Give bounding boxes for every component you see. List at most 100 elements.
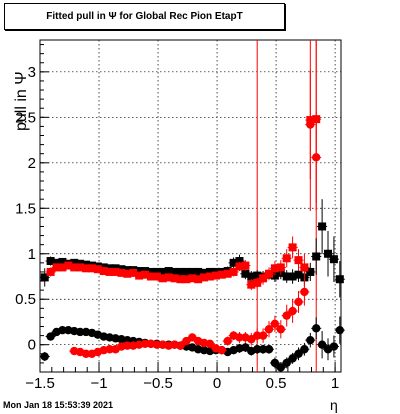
data-point-square xyxy=(40,273,49,282)
data-point-square xyxy=(170,274,179,283)
data-point-square xyxy=(87,264,96,273)
data-point-circle xyxy=(176,341,185,350)
data-point-circle xyxy=(294,297,303,307)
data-point-square xyxy=(205,267,214,276)
data-point-square xyxy=(105,267,114,276)
data-point-square xyxy=(117,268,126,277)
series-1 xyxy=(39,316,345,372)
data-point-square xyxy=(152,267,161,276)
data-point-square xyxy=(329,255,338,264)
data-point-circle xyxy=(81,349,91,359)
data-point-circle xyxy=(252,331,262,340)
y-tick-label: 2.5 xyxy=(15,109,36,126)
y-tick-label: 2 xyxy=(28,155,36,172)
data-point-square xyxy=(164,267,173,276)
data-point-square xyxy=(235,262,244,271)
data-point-circle xyxy=(288,354,297,363)
data-point-circle xyxy=(288,306,297,316)
y-axis-label: pull in Ψ xyxy=(13,71,30,131)
data-point-square xyxy=(194,267,203,276)
data-point-circle xyxy=(335,325,345,335)
data-point-circle xyxy=(140,339,150,349)
data-point-square xyxy=(70,258,79,267)
data-point-square xyxy=(70,263,79,272)
data-marks xyxy=(39,40,345,372)
data-point-square xyxy=(52,258,61,267)
axes: −1.5 −1 −0.5 0 0.5 1 0 0.5 1 1.5 2 2.5 3 xyxy=(15,44,339,392)
data-point-square xyxy=(194,275,203,284)
series-3 xyxy=(69,70,322,359)
data-point-square xyxy=(235,257,244,266)
data-point-square xyxy=(182,267,191,276)
data-point-circle xyxy=(264,345,274,354)
data-point-square xyxy=(164,273,173,282)
chart-title: Fitted pull in Ψ for Global Rec Pion Eta… xyxy=(46,11,243,22)
data-point-circle xyxy=(306,120,315,129)
data-point-square xyxy=(64,261,73,270)
data-point-square xyxy=(129,268,138,277)
x-tick-label: 1 xyxy=(331,375,339,392)
y-tick-label: 1.5 xyxy=(15,200,36,217)
timestamp: Mon Jan 18 15:53:39 2021 xyxy=(3,400,114,410)
data-point-circle xyxy=(300,287,309,297)
data-point-square xyxy=(176,275,185,284)
data-point-circle xyxy=(40,352,49,361)
data-point-circle xyxy=(276,325,285,334)
data-point-circle xyxy=(294,349,303,359)
series-0 xyxy=(39,199,345,298)
data-point-square xyxy=(123,269,132,278)
data-point-square xyxy=(247,272,256,281)
data-point-square xyxy=(276,263,285,272)
data-point-circle xyxy=(270,358,280,368)
data-point-square xyxy=(288,272,297,281)
data-point-circle xyxy=(282,311,291,320)
x-tick-label: 0 xyxy=(213,375,221,392)
grid-lines xyxy=(39,40,341,372)
data-point-square xyxy=(58,263,67,272)
y-tick-label: 0 xyxy=(28,337,36,354)
data-point-circle xyxy=(282,358,291,368)
data-point-square xyxy=(300,263,309,272)
data-point-square xyxy=(152,272,161,281)
data-point-square xyxy=(247,280,256,289)
data-point-square xyxy=(318,222,327,231)
data-point-circle xyxy=(252,345,262,354)
data-point-square xyxy=(182,275,191,284)
data-point-square xyxy=(158,274,167,283)
data-point-square xyxy=(335,275,344,284)
data-point-square xyxy=(188,274,197,283)
data-point-circle xyxy=(205,339,215,349)
data-point-square xyxy=(93,265,102,274)
data-point-square xyxy=(241,261,250,270)
data-point-square xyxy=(176,267,185,276)
y-tick-label: 1 xyxy=(28,246,36,263)
data-point-square xyxy=(170,267,179,276)
data-point-square xyxy=(200,268,209,277)
data-point-circle xyxy=(75,327,85,337)
data-point-square xyxy=(324,249,333,258)
data-point-square xyxy=(158,267,167,276)
series-2 xyxy=(45,40,322,291)
y-tick-label: 0.5 xyxy=(15,291,36,308)
data-point-square xyxy=(288,243,297,252)
data-point-circle xyxy=(46,332,55,341)
data-point-circle xyxy=(105,345,114,354)
data-point-square xyxy=(264,269,273,278)
data-point-circle xyxy=(270,319,280,328)
data-point-circle xyxy=(317,340,327,349)
data-point-square xyxy=(200,273,209,282)
data-point-square xyxy=(253,278,262,287)
data-point-square xyxy=(294,270,303,279)
data-point-square xyxy=(306,267,315,276)
data-point-square xyxy=(259,274,268,283)
data-point-circle xyxy=(264,325,274,334)
data-point-square xyxy=(146,272,155,281)
data-point-circle xyxy=(258,331,268,340)
data-point-square xyxy=(46,267,55,276)
data-point-circle xyxy=(123,341,132,350)
data-point-square xyxy=(46,257,55,266)
data-point-square xyxy=(229,267,238,276)
data-point-square xyxy=(294,256,303,265)
data-point-circle xyxy=(312,324,321,333)
data-point-circle xyxy=(58,325,67,335)
